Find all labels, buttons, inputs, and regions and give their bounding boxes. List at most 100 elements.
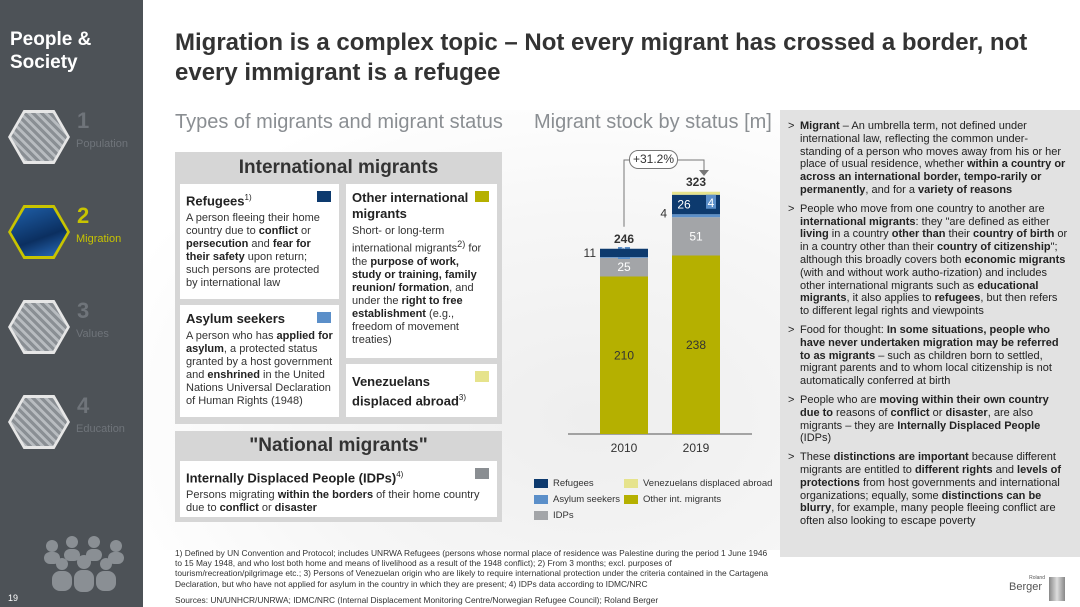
legend-item-venezuelans: Venezuelans displaced abroad xyxy=(624,478,772,489)
legend-label: Venezuelans displaced abroad xyxy=(643,478,773,489)
total-label: 246 xyxy=(614,232,634,246)
legend-label: Refugees xyxy=(553,478,594,489)
legend-label: Other int. migrants xyxy=(643,494,722,505)
idps-footnote-ref: 4) xyxy=(396,470,404,479)
sidebar: People & Society 1 Population 2 Migratio… xyxy=(0,0,143,607)
bar-segment xyxy=(672,217,720,256)
venezuelans-card: Venezuelans displaced abroad3) xyxy=(346,364,497,417)
roland-berger-logo: Roland Berger xyxy=(1007,575,1069,603)
sidebar-item-number: 4 xyxy=(77,393,90,418)
idps-color-swatch xyxy=(475,468,489,479)
data-label: 238 xyxy=(686,338,706,352)
sidebar-item-migration[interactable]: 2 Migration xyxy=(0,203,143,275)
data-label: 26 xyxy=(677,198,691,212)
legend-swatch xyxy=(534,510,548,520)
migrant-stock-chart: 2102511124620102385142643232019 xyxy=(568,159,752,455)
bar-segment xyxy=(600,276,648,434)
sidebar-item-number: 3 xyxy=(77,298,90,323)
note-migrant: Migrant – An umbrella term, not defined … xyxy=(788,120,1068,197)
asylum-seekers-description: A person who has applied for asylum, a p… xyxy=(186,330,333,407)
venezuelans-color-swatch xyxy=(475,371,489,382)
idps-card: Internally Displaced People (IDPs)4) Per… xyxy=(180,461,497,517)
legend-swatch xyxy=(534,478,548,488)
other-migrants-card: Other international migrants Short- or l… xyxy=(346,184,497,358)
note-international-migrants: People who move from one country to anot… xyxy=(788,203,1068,318)
international-heading: International migrants xyxy=(238,157,439,178)
bar-segment xyxy=(600,257,648,277)
sidebar-title: People & Society xyxy=(10,29,92,73)
category-label: 2010 xyxy=(611,441,638,455)
asylum-seekers-color-swatch xyxy=(317,312,331,323)
sources: Sources: UN/UNHCR/UNRWA; IDMC/NRC (Inter… xyxy=(175,595,659,605)
legend-swatch xyxy=(624,478,638,488)
people-group-icon xyxy=(44,536,124,592)
legend-swatch xyxy=(534,494,548,504)
page-number: 19 xyxy=(8,593,19,603)
legend-swatch xyxy=(624,494,638,504)
international-migrants-panel: International migrants Refugees1) A pers… xyxy=(175,152,502,424)
education-thumbnail-icon xyxy=(8,395,70,449)
refugees-footnote-ref: 1) xyxy=(244,193,252,202)
asylum-seekers-card: Asylum seekers A person who has applied … xyxy=(180,305,339,417)
logo-small-text: Roland xyxy=(1029,575,1045,581)
refugees-card: Refugees1) A person fleeing their home c… xyxy=(180,184,339,299)
idps-description: Persons migrating within the borders of … xyxy=(186,489,480,515)
sidebar-item-population[interactable]: 1 Population xyxy=(0,108,143,180)
legend-label: IDPs xyxy=(553,510,574,521)
data-label: 210 xyxy=(614,348,634,362)
other-migrants-description: Short- or long-term international migran… xyxy=(352,225,482,346)
legend-item-idps: IDPs xyxy=(534,510,574,521)
note-food-for-thought: Food for thought: In some situations, pe… xyxy=(788,324,1068,388)
values-thumbnail-icon xyxy=(8,300,70,354)
legend-item-refugees: Refugees xyxy=(534,478,594,489)
bar-label-bg xyxy=(706,194,716,209)
refugees-color-swatch xyxy=(317,191,331,202)
page-title: Migration is a complex topic – Not every… xyxy=(175,29,1028,86)
footnotes: 1) Defined by UN Convention and Protocol… xyxy=(175,548,769,589)
types-section-title: Types of migrants and migrant status xyxy=(175,111,503,133)
sidebar-item-number: 2 xyxy=(77,203,90,228)
venezuelans-title: Venezuelans displaced abroad xyxy=(352,374,459,409)
chart-legend: Refugees Asylum seekers IDPs Venezuelans… xyxy=(534,476,774,526)
refugees-title: Refugees xyxy=(186,193,245,209)
total-label: 323 xyxy=(686,175,706,189)
category-label: 2019 xyxy=(683,441,710,455)
data-label: 11 xyxy=(584,246,597,260)
sidebar-item-education[interactable]: 4 Education xyxy=(0,393,143,465)
sidebar-item-label: Education xyxy=(76,423,125,435)
refugees-description: A person fleeing their home country due … xyxy=(186,212,320,290)
legend-item-asylum-seekers: Asylum seekers xyxy=(534,494,620,505)
data-label: 51 xyxy=(689,229,703,243)
bar-segment xyxy=(672,255,720,434)
legend-item-other-migrants: Other int. migrants xyxy=(624,494,721,505)
other-migrants-title: Other international migrants xyxy=(352,190,469,221)
bar-segment xyxy=(600,248,648,257)
definitions-panel: Migrant – An umbrella term, not defined … xyxy=(780,110,1080,557)
growth-arrow-head xyxy=(699,170,709,176)
logo-mark-icon xyxy=(1049,577,1065,601)
sidebar-item-label: Migration xyxy=(76,233,122,245)
note-idps: People who are moving within their own c… xyxy=(788,394,1068,445)
chart-section-title: Migrant stock by status [m] xyxy=(534,111,772,133)
national-migrants-panel: "National migrants" Internally Displaced… xyxy=(175,431,502,522)
idps-title: Internally Displaced People (IDPs) xyxy=(186,470,397,486)
sidebar-item-values[interactable]: 3 Values xyxy=(0,298,143,370)
data-label: 25 xyxy=(617,260,631,274)
sidebar-item-label: Values xyxy=(76,328,109,340)
data-label: 4 xyxy=(660,206,667,220)
migration-thumbnail-icon xyxy=(8,205,70,259)
bar-segment xyxy=(672,191,720,195)
venezuelans-footnote-ref: 3) xyxy=(458,393,467,402)
national-heading: "National migrants" xyxy=(249,435,428,456)
sidebar-item-label: Population xyxy=(76,138,128,150)
asylum-seekers-title: Asylum seekers xyxy=(186,311,286,326)
data-label: 4 xyxy=(708,196,715,210)
population-thumbnail-icon xyxy=(8,110,70,164)
note-distinctions: These distinctions are important because… xyxy=(788,451,1068,528)
sidebar-item-number: 1 xyxy=(77,108,90,133)
other-migrants-color-swatch xyxy=(475,191,489,202)
logo-text: Berger xyxy=(1009,581,1043,593)
growth-label: +31.2% xyxy=(629,150,678,169)
bar-segment xyxy=(672,214,720,218)
legend-label: Asylum seekers xyxy=(553,494,621,505)
